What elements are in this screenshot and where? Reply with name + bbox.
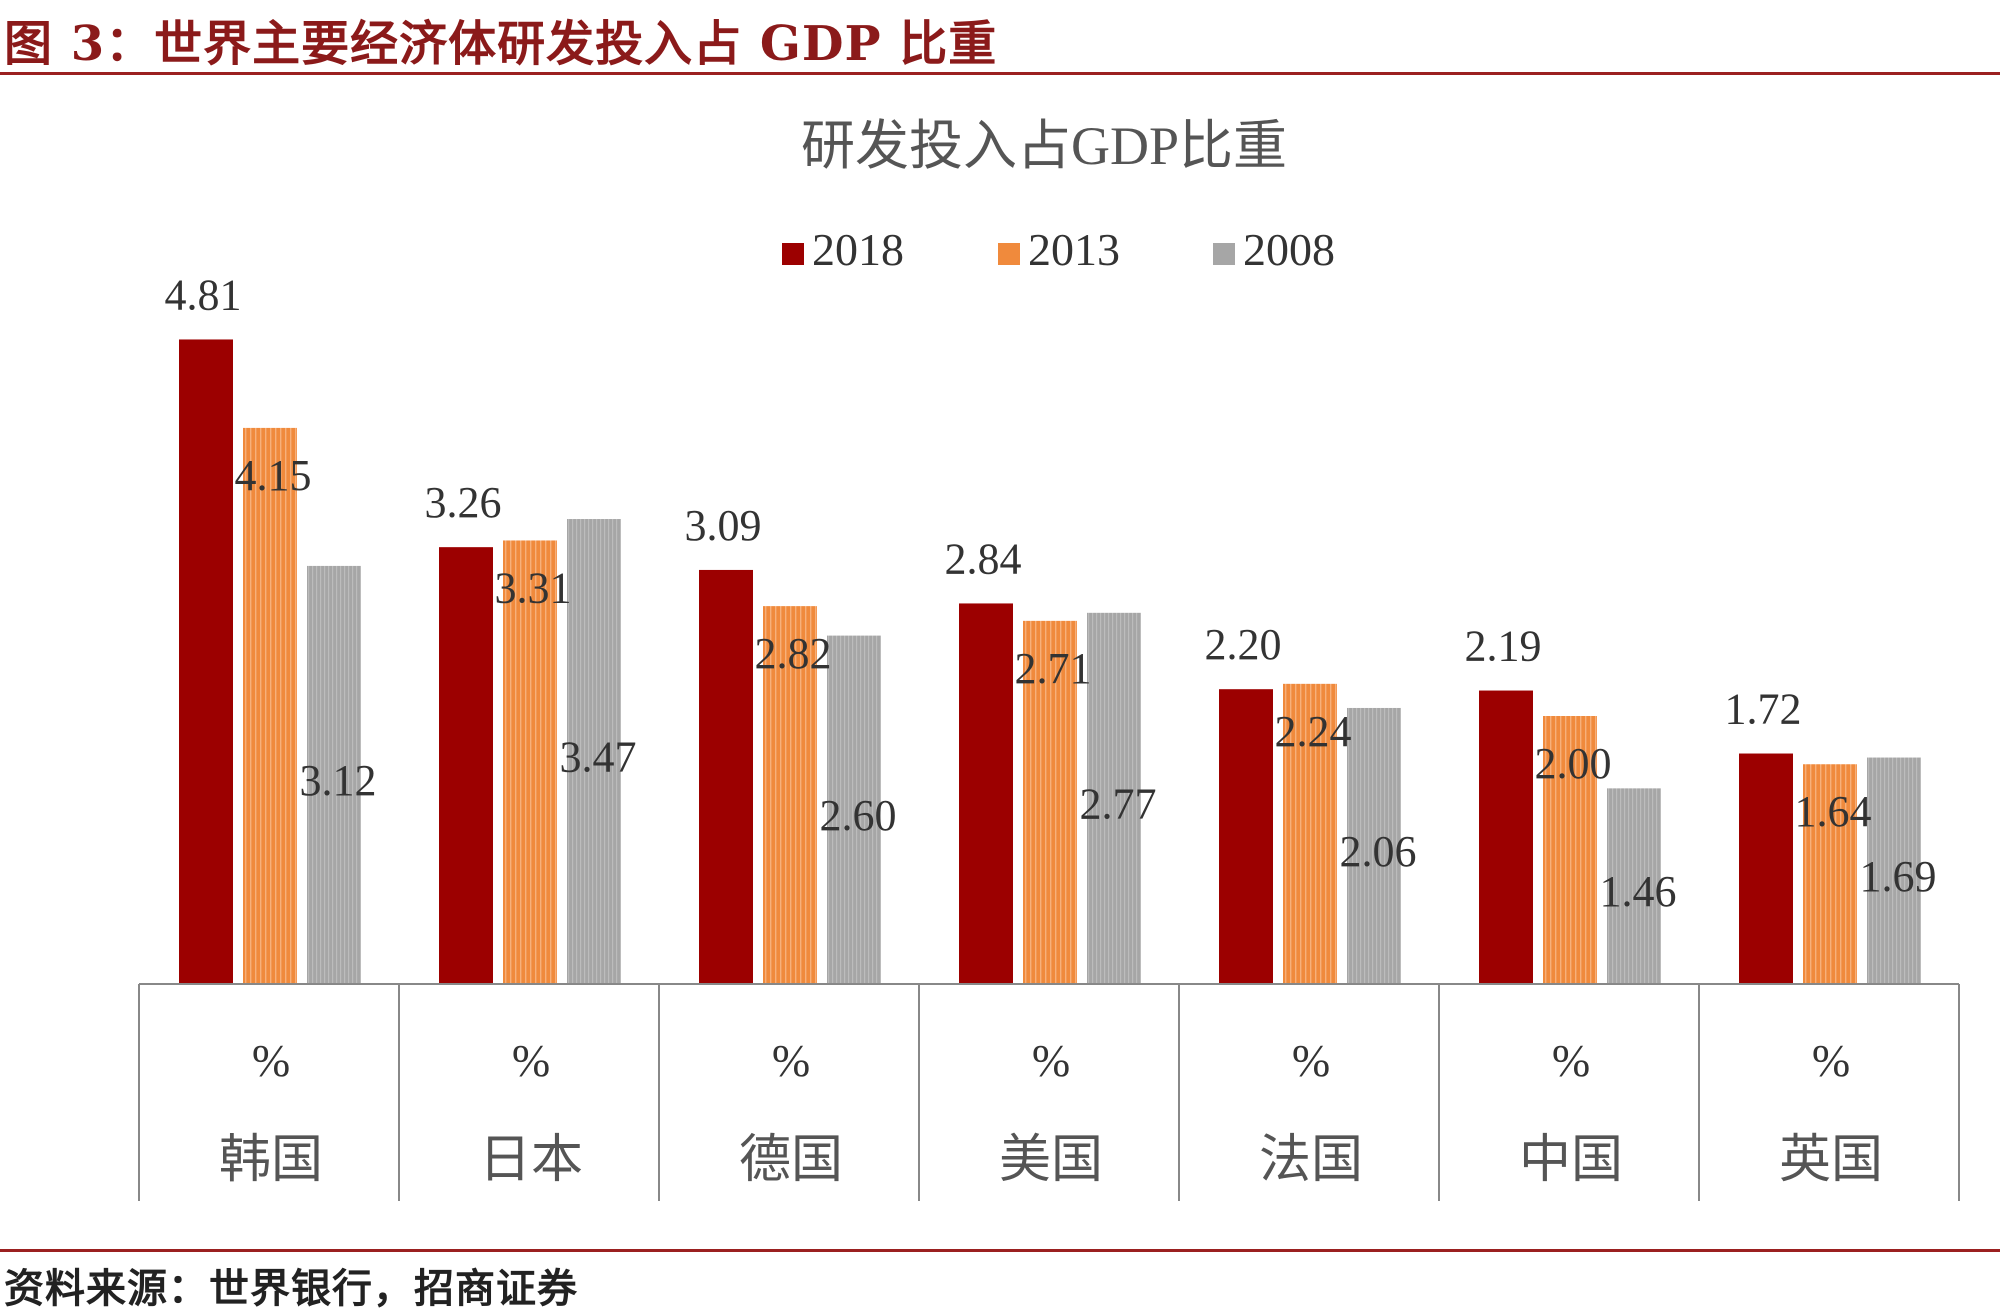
- bar-2018-4: [1219, 689, 1273, 984]
- bar-2013-0: [243, 427, 297, 984]
- tick-unit-label: %: [1032, 1035, 1070, 1086]
- data-label-2013-4: 2.24: [1275, 707, 1352, 756]
- data-label-2013-0: 4.15: [235, 451, 312, 500]
- data-label-2013-6: 1.64: [1795, 787, 1872, 836]
- data-label-2018-3: 2.84: [945, 534, 1022, 583]
- bar-chart: 研发投入占GDP比重 2018 2013 2008 4.81 4.15 3.12 3.26…: [138, 116, 1960, 1201]
- bar-2008-4: [1347, 707, 1401, 984]
- data-label-2013-1: 3.31: [495, 563, 572, 612]
- bar-2013-4: [1283, 683, 1337, 984]
- data-label-2008-1: 3.47: [560, 733, 637, 782]
- data-label-2018-4: 2.20: [1205, 620, 1282, 669]
- bar-2018-5: [1479, 690, 1533, 984]
- figure-title: 图 3：世界主要经济体研发投入占 GDP 比重: [4, 16, 998, 72]
- tick-unit-label: %: [1812, 1035, 1850, 1086]
- legend-swatch-2018: [782, 243, 804, 265]
- bar-2018-3: [959, 603, 1013, 984]
- data-label-2008-2: 2.60: [820, 791, 897, 840]
- data-label-2018-1: 3.26: [425, 478, 502, 527]
- tick-unit-label: %: [1292, 1035, 1330, 1086]
- bar-2013-6: [1803, 764, 1857, 984]
- tick-unit-label: %: [772, 1035, 810, 1086]
- data-label-2008-3: 2.77: [1080, 779, 1157, 828]
- data-label-2013-2: 2.82: [755, 629, 832, 678]
- bar-2013-1: [503, 540, 557, 984]
- bar-2008-6: [1867, 757, 1921, 984]
- tick-label-1: 日本: [479, 1132, 583, 1189]
- bar-2013-2: [763, 606, 817, 984]
- bar-2008-2: [827, 635, 881, 984]
- tick-label-3: 美国: [999, 1132, 1103, 1189]
- data-label-2018-0: 4.81: [165, 270, 242, 319]
- tick-unit-label: %: [1552, 1035, 1590, 1086]
- data-label-2008-5: 1.46: [1600, 867, 1677, 916]
- bar-2013-3: [1023, 620, 1077, 984]
- chart-title: 研发投入占GDP比重: [801, 116, 1287, 176]
- header-rule: [0, 72, 2000, 75]
- data-label-2018-6: 1.72: [1725, 685, 1802, 734]
- data-label-2018-2: 3.09: [685, 501, 762, 550]
- bar-2018-6: [1739, 753, 1793, 984]
- tick-label-5: 中国: [1519, 1132, 1623, 1189]
- legend-label-2013: 2013: [1028, 224, 1120, 275]
- legend-label-2018: 2018: [812, 224, 904, 275]
- bar-2013-5: [1543, 716, 1597, 984]
- tick-label-0: 韩国: [219, 1132, 323, 1189]
- footer-rule: [0, 1249, 2000, 1252]
- bars-group: [179, 339, 1921, 985]
- legend: 2018 2013 2008: [782, 224, 1335, 275]
- bar-2018-2: [699, 569, 753, 984]
- data-label-2013-5: 2.00: [1535, 739, 1612, 788]
- data-label-2018-5: 2.19: [1465, 622, 1542, 671]
- bar-2008-3: [1087, 612, 1141, 984]
- data-labels-group: 4.81 4.15 3.12 3.26 3.31 3.47 3.09 2.82 2.60 2.84…: [165, 270, 1937, 916]
- source-note: 资料来源：世界银行，招商证券: [4, 1265, 578, 1312]
- bar-2018-1: [439, 547, 493, 984]
- data-label-2013-3: 2.71: [1015, 644, 1092, 693]
- data-label-2008-6: 1.69: [1860, 852, 1937, 901]
- legend-label-2008: 2008: [1243, 224, 1335, 275]
- tick-label-6: 英国: [1779, 1132, 1883, 1189]
- legend-swatch-2013: [998, 243, 1020, 265]
- figure-header: 图 3：世界主要经济体研发投入占 GDP 比重: [0, 0, 2000, 72]
- bar-2008-5: [1607, 788, 1661, 984]
- bar-2008-0: [307, 565, 361, 984]
- tick-label-4: 法国: [1259, 1132, 1363, 1189]
- bar-2018-0: [179, 339, 233, 985]
- tick-label-2: 德国: [739, 1132, 843, 1189]
- bar-2008-1: [567, 519, 621, 984]
- data-label-2008-4: 2.06: [1340, 827, 1417, 876]
- data-label-2008-0: 3.12: [300, 756, 377, 805]
- tick-unit-label: %: [252, 1035, 290, 1086]
- legend-swatch-2008: [1213, 243, 1235, 265]
- category-axis: % 韩国% 日本% 德国% 美国% 法国% 中国% 英国: [138, 983, 1960, 1201]
- tick-unit-label: %: [512, 1035, 550, 1086]
